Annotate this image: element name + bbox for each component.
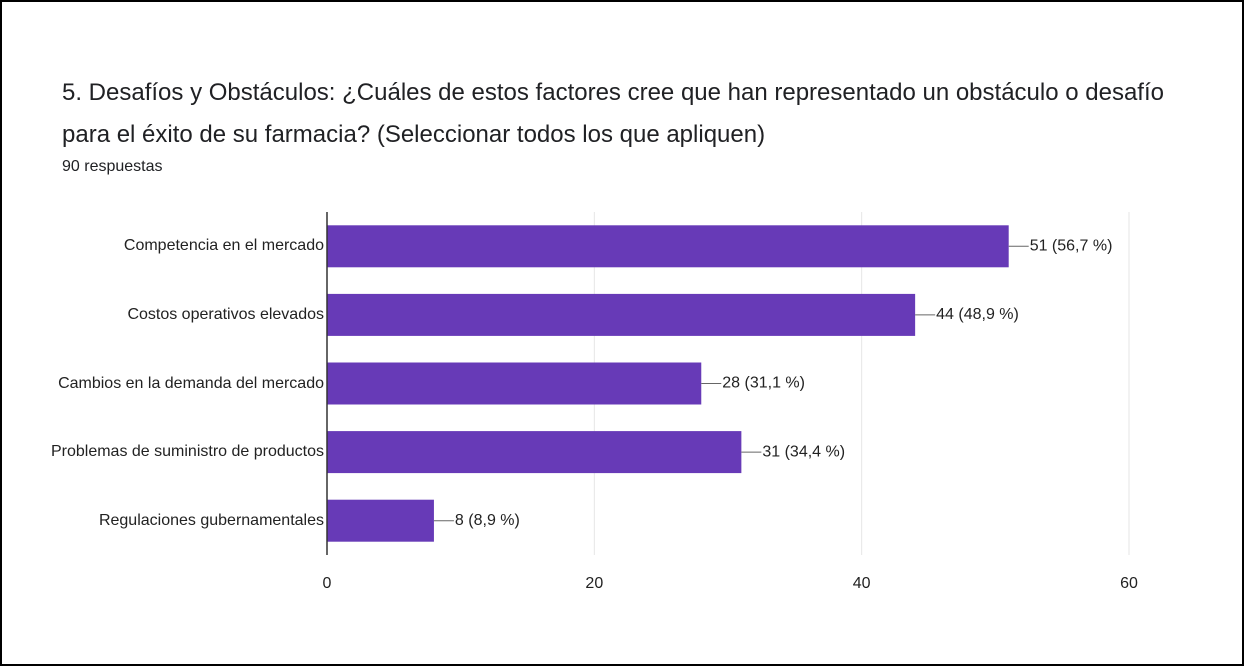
data-label: 44 (48,9 %)	[936, 306, 1019, 323]
y-tick-label: Cambios en la demanda del mercado	[58, 374, 324, 392]
bar	[327, 431, 742, 474]
data-label: 28 (31,1 %)	[722, 375, 805, 392]
x-tick-label: 20	[585, 575, 603, 592]
y-tick-label: Competencia en el mercado	[123, 237, 324, 255]
data-label: 31 (34,4 %)	[762, 443, 845, 460]
chart-title: 5. Desafíos y Obstáculos: ¿Cuáles de est…	[62, 79, 1164, 148]
data-label: 8 (8,9 %)	[455, 512, 520, 529]
bar	[327, 499, 434, 542]
x-tick-label: 60	[1120, 575, 1138, 592]
y-tick-label: Problemas de suministro de productos	[50, 443, 324, 461]
response-count: 90 respuestas	[62, 158, 163, 175]
x-tick-label: 40	[853, 575, 871, 592]
y-tick-label: Regulaciones gubernamentales	[98, 511, 324, 529]
x-tick-label: 0	[323, 575, 332, 592]
y-tick-label: Costos operativos elevados	[127, 305, 324, 323]
bar	[327, 362, 702, 405]
data-label: 51 (56,7 %)	[1030, 238, 1113, 255]
bar	[327, 293, 916, 336]
bar	[327, 225, 1009, 268]
